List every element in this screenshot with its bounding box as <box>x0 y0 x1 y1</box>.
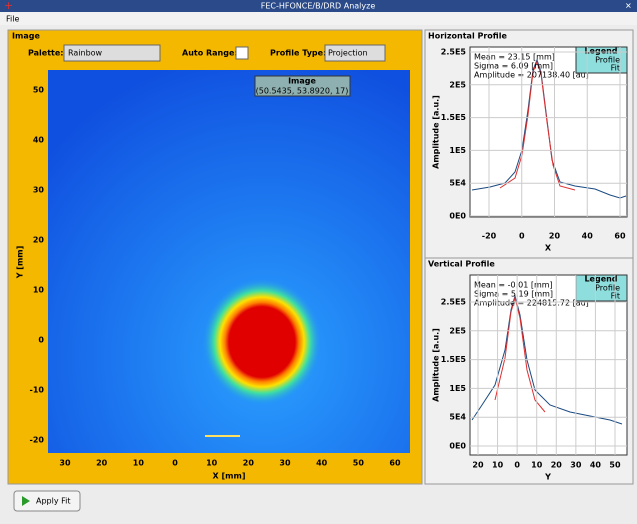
fit-curve <box>499 60 576 191</box>
x-tick-label: 30 <box>59 459 71 468</box>
y-tick-label: 30 <box>33 186 45 195</box>
y-tick-label: 20 <box>33 236 45 245</box>
y-tick-label: 0E0 <box>449 212 466 221</box>
legend-item: Profile <box>595 284 620 293</box>
apply-fit-button[interactable] <box>13 490 81 512</box>
tooltip <box>254 75 351 97</box>
y-tick-label: 1.5E5 <box>441 355 467 364</box>
y-tick-label: 2E5 <box>449 80 466 89</box>
palette-select[interactable] <box>63 44 161 62</box>
legend-item: Fit <box>611 64 620 73</box>
close-button[interactable]: ✕ <box>625 2 632 11</box>
x-tick-label: 60 <box>614 232 626 241</box>
x-tick-label: 30 <box>279 459 291 468</box>
beam-spot <box>202 278 322 406</box>
stat: Amplitude = 224815.72 [au] <box>474 299 589 308</box>
x-tick-label: 10 <box>531 461 543 470</box>
y-axis-label: Amplitude [a.u.] <box>432 95 441 169</box>
y-tick-label: 2E5 <box>449 326 466 335</box>
y-tick-label: 1.5E5 <box>441 113 467 122</box>
x-axis-label: X <box>545 244 552 253</box>
stat: Amplitude = 207138.40 [au] <box>474 71 589 80</box>
app-icon: + <box>4 0 13 12</box>
tooltip-value: (50.5435, 53.8920, 17) <box>256 87 349 96</box>
profile-type-label: Profile Type: <box>270 49 326 58</box>
x-tick-label: 0 <box>514 461 520 470</box>
profile-curve <box>471 294 623 425</box>
plot-area <box>469 274 628 456</box>
y-tick-label: 50 <box>33 86 45 95</box>
x-tick-label: 20 <box>551 461 563 470</box>
y-tick-label: 5E4 <box>449 179 466 188</box>
y-tick-label: 0 <box>38 336 44 345</box>
x-tick-label: 20 <box>96 459 108 468</box>
stat: Sigma = 6.09 [mm] <box>474 62 553 71</box>
y-tick-label: -20 <box>30 436 45 445</box>
legend <box>575 46 628 74</box>
auto-range-label: Auto Range: <box>182 49 238 58</box>
profile-type-select[interactable] <box>324 44 386 62</box>
y-tick-label: 2.5E5 <box>441 298 467 307</box>
profile-type-value: Projection <box>328 49 368 58</box>
y-axis-label: Amplitude [a.u.] <box>432 328 441 402</box>
x-axis-label: Y <box>544 473 551 482</box>
panel-title: Vertical Profile <box>428 260 495 269</box>
x-tick-label: -20 <box>482 232 497 241</box>
title-bar <box>0 0 637 12</box>
x-tick-label: 50 <box>609 461 621 470</box>
stat: Mean = -0.01 [mm] <box>474 281 553 290</box>
x-tick-label: 0 <box>519 232 525 241</box>
x-tick-label: 50 <box>353 459 365 468</box>
x-tick-label: 20 <box>243 459 255 468</box>
tooltip-title: Image <box>288 77 316 86</box>
x-tick-label: 40 <box>316 459 328 468</box>
legend-item: Profile <box>595 56 620 65</box>
x-tick-label: 40 <box>590 461 602 470</box>
x-tick-label: 0 <box>172 459 178 468</box>
play-icon <box>22 496 30 506</box>
heatmap <box>48 70 410 453</box>
button-label: Apply Fit <box>36 497 71 506</box>
y-tick-label: -10 <box>30 386 45 395</box>
stat: Mean = 23.15 [mm] <box>474 53 555 62</box>
x-tick-label: 10 <box>206 459 218 468</box>
y-tick-label: 1E5 <box>449 146 466 155</box>
legend-title: Legend <box>584 47 617 56</box>
y-tick-label: 40 <box>33 136 45 145</box>
legend-title: Legend <box>584 275 617 284</box>
x-tick-label: 40 <box>582 232 594 241</box>
window-title: FEC-HFONCE/B/DRD Analyze <box>261 2 376 11</box>
x-tick-label: 30 <box>570 461 582 470</box>
x-tick-label: 10 <box>492 461 504 470</box>
profile-curve <box>471 58 627 199</box>
x-axis-label: X [mm] <box>213 472 246 481</box>
x-tick-label: 20 <box>472 461 484 470</box>
panel-title: Horizontal Profile <box>428 32 507 41</box>
y-tick-label: 5E4 <box>449 413 466 422</box>
menu-file[interactable]: File <box>6 15 19 24</box>
y-tick-label: 0E0 <box>449 442 466 451</box>
y-tick-label: 2.5E5 <box>441 48 467 57</box>
x-tick-label: 10 <box>133 459 145 468</box>
panel-title: Image <box>12 32 40 41</box>
y-tick-label: 10 <box>33 286 45 295</box>
palette-value: Rainbow <box>68 49 103 58</box>
menu-bar <box>0 12 637 25</box>
stat: Sigma = 5.19 [mm] <box>474 290 553 299</box>
palette-label: Palette: <box>28 49 64 58</box>
y-axis-label: Y [mm] <box>16 246 25 280</box>
y-tick-label: 1E5 <box>449 384 466 393</box>
x-tick-label: 60 <box>389 459 401 468</box>
x-tick-label: 20 <box>549 232 561 241</box>
auto-range-checkbox[interactable] <box>235 46 249 60</box>
